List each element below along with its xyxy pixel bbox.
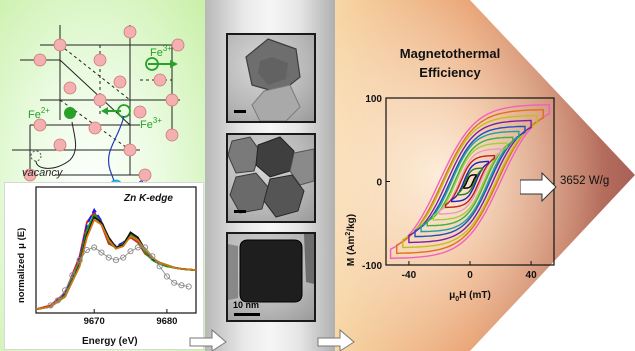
svg-text:Fe2+: Fe2+ bbox=[28, 106, 50, 121]
hyst-xlabel: μ0H (mT) bbox=[449, 290, 491, 303]
scale-bar bbox=[234, 110, 246, 113]
magneto-title-line1: Magnetothermal bbox=[399, 46, 501, 61]
tem-image-1 bbox=[226, 33, 316, 123]
xanes-point bbox=[54, 297, 61, 304]
xanes-point bbox=[134, 244, 141, 251]
tem-image-2 bbox=[226, 133, 316, 223]
magnetothermal-result: 3652 W/g bbox=[560, 175, 610, 187]
xanes-title: Zn K-edge bbox=[123, 193, 173, 204]
xanes-series-line bbox=[35, 215, 197, 311]
vacancy-site bbox=[30, 150, 42, 162]
xanes-point bbox=[98, 249, 105, 256]
hyst-xtick-label: 40 bbox=[526, 270, 538, 281]
svg-text:Fe3+: Fe3+ bbox=[150, 44, 172, 59]
xanes-point bbox=[185, 283, 192, 290]
xanes-point bbox=[91, 244, 98, 251]
xanes-point bbox=[76, 257, 83, 264]
hyst-xtick-label: -40 bbox=[402, 270, 417, 281]
hysteresis-chart: M (Am2/kg) -40 0 40 -100 0 100 μ0H (mT) bbox=[345, 94, 555, 303]
hysteresis-loop bbox=[432, 142, 508, 221]
xanes-point bbox=[105, 254, 112, 261]
xanes-point bbox=[69, 272, 76, 279]
hyst-ylabel: M (Am2/kg) bbox=[345, 214, 357, 266]
hysteresis-loop bbox=[438, 148, 502, 215]
xanes-point bbox=[163, 273, 170, 280]
hysteresis-loop bbox=[396, 108, 544, 255]
xanes-point bbox=[127, 248, 134, 255]
spinel-lattice-diagram: Fe3+ Fe2+ Fe3+ vacancy Zn2+ bbox=[12, 25, 185, 195]
xanes-series-line bbox=[35, 213, 197, 311]
scale-bar bbox=[234, 210, 246, 213]
hyst-xtick-label: 0 bbox=[467, 270, 473, 281]
magneto-title-line2: Efficiency bbox=[419, 65, 481, 80]
xanes-point bbox=[83, 246, 90, 254]
xanes-xlabel: Energy (eV) bbox=[82, 336, 138, 347]
hysteresis-loop bbox=[402, 114, 538, 249]
xanes-point bbox=[62, 287, 69, 294]
fe2-ion bbox=[64, 107, 76, 119]
svg-text:vacancy: vacancy bbox=[22, 167, 64, 179]
xanes-point bbox=[120, 254, 127, 261]
xanes-point bbox=[47, 302, 54, 309]
xanes-series-line bbox=[35, 210, 197, 311]
xanes-point bbox=[156, 263, 163, 270]
xanes-tick-label: 9670 bbox=[84, 316, 105, 327]
hyst-ytick-label: 100 bbox=[365, 94, 382, 105]
hysteresis-loop bbox=[389, 103, 551, 260]
scale-bar bbox=[234, 313, 260, 316]
xanes-chart: Zn K-edge normalizedμ (E) Energy (eV) 96… bbox=[16, 186, 197, 347]
svg-text:Fe3+: Fe3+ bbox=[140, 116, 162, 131]
hysteresis-loop bbox=[463, 174, 477, 189]
xanes-series-line bbox=[35, 207, 197, 311]
xanes-point bbox=[142, 244, 149, 251]
hysteresis-loop bbox=[414, 125, 526, 238]
result-arrow bbox=[520, 172, 557, 202]
hyst-ytick-label: 0 bbox=[376, 178, 382, 189]
hyst-ytick-label: -100 bbox=[362, 261, 382, 272]
hysteresis-loop bbox=[457, 167, 483, 196]
tem-image-3: 10 nm bbox=[226, 232, 316, 322]
xanes-tick-label: 9680 bbox=[156, 316, 177, 327]
xanes-point bbox=[112, 257, 120, 264]
xanes-ylabel: normalizedμ (E) bbox=[16, 228, 27, 303]
xanes-series-line bbox=[35, 218, 197, 311]
hysteresis-loop bbox=[420, 130, 520, 233]
hysteresis-loop bbox=[408, 119, 532, 244]
hysteresis-loop bbox=[451, 160, 489, 203]
xanes-point bbox=[178, 282, 185, 289]
xanes-point bbox=[171, 279, 178, 286]
xanes-point bbox=[149, 253, 156, 260]
hysteresis-loop bbox=[444, 154, 496, 209]
scale-bar-label: 10 nm bbox=[233, 300, 260, 310]
hysteresis-loop bbox=[426, 136, 514, 227]
